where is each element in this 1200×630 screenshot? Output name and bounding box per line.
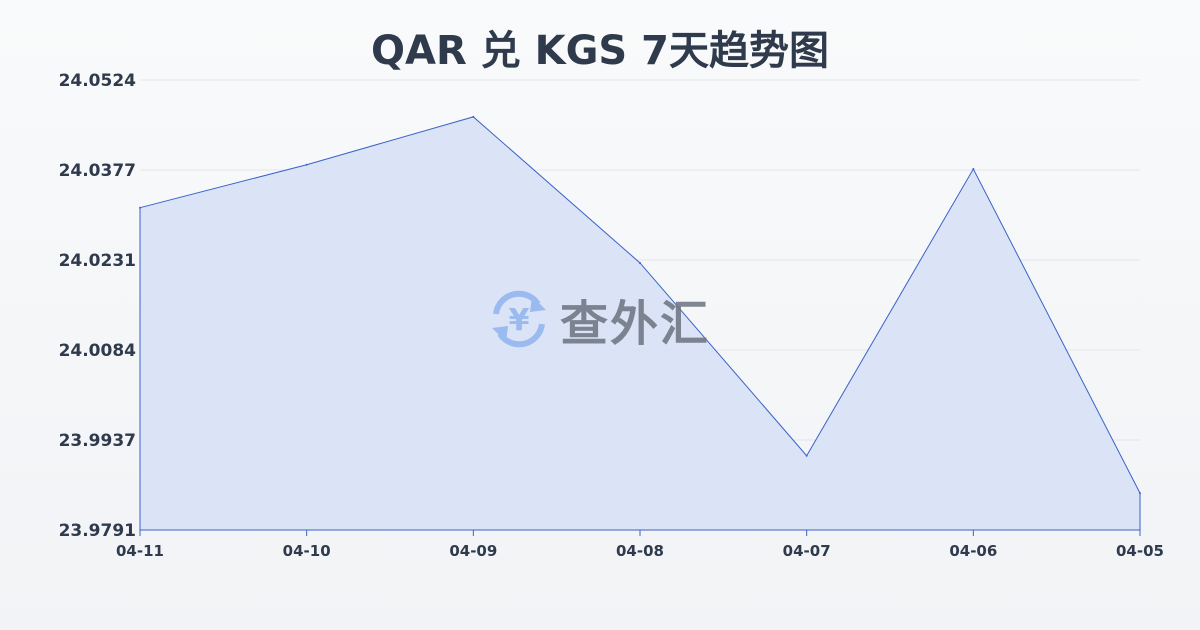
x-tick-label: 04-07 [783, 542, 831, 560]
y-tick-label: 24.0231 [59, 251, 136, 271]
yen-exchange-icon: ¥ [492, 290, 546, 348]
data-point [805, 454, 808, 457]
data-point [1139, 492, 1141, 495]
x-tick-label: 04-10 [283, 542, 331, 560]
area-fill [140, 116, 1140, 530]
data-point [639, 261, 641, 264]
x-tick-label: 04-11 [116, 542, 164, 560]
y-tick-label: 23.9791 [59, 521, 136, 541]
watermark-text: 查外汇 [560, 296, 711, 352]
x-tick-label: 04-06 [949, 542, 997, 560]
watermark: ¥ 查外汇 [488, 284, 710, 354]
x-tick-label: 04-08 [616, 542, 664, 560]
x-tick-label: 04-09 [449, 542, 497, 560]
y-tick-label: 24.0524 [59, 71, 137, 91]
svg-text:¥: ¥ [509, 303, 530, 338]
x-tick-label: 04-05 [1116, 542, 1164, 560]
data-point [972, 168, 975, 171]
data-point [472, 115, 475, 118]
y-tick-label: 23.9937 [59, 431, 136, 451]
y-tick-label: 24.0377 [59, 161, 136, 181]
chart-title: QAR 兑 KGS 7天趋势图 [370, 28, 829, 74]
data-point [139, 206, 141, 209]
data-point [305, 163, 308, 166]
y-tick-label: 24.0084 [59, 341, 137, 361]
